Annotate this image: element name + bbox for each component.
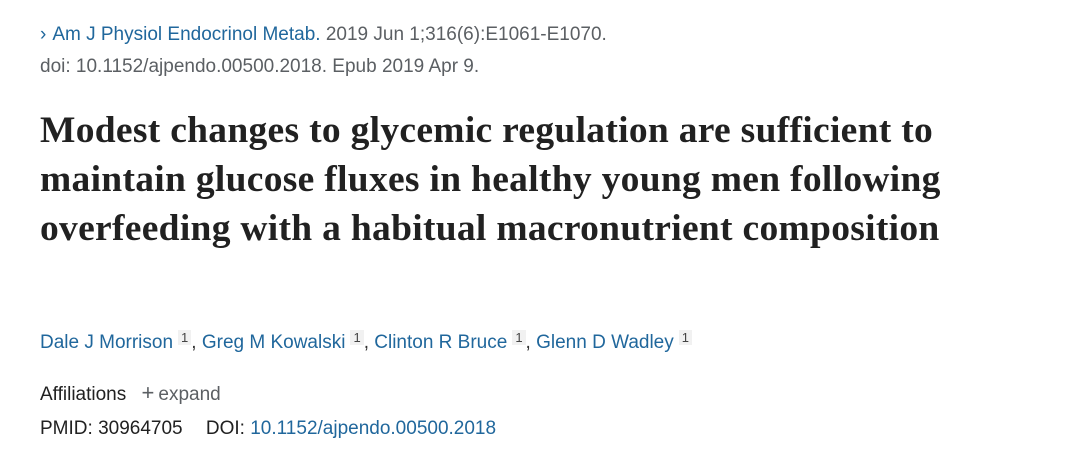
affiliation-ref[interactable]: 1 — [178, 330, 192, 345]
affiliation-ref[interactable]: 1 — [512, 330, 526, 345]
plus-icon: + — [141, 380, 155, 405]
affiliations: Affiliations + expand — [40, 380, 221, 406]
author-link[interactable]: Clinton R Bruce — [374, 332, 508, 353]
article-title: Modest changes to glycemic regulation ar… — [40, 110, 941, 249]
author-link[interactable]: Glenn D Wadley — [536, 332, 674, 353]
pmid-label: PMID: — [40, 418, 93, 439]
author-link[interactable]: Greg M Kowalski — [201, 332, 346, 353]
citation: › Am J Physiol Endocrinol Metab. 2019 Jun… — [40, 19, 607, 83]
chevron-right-icon[interactable]: › — [40, 24, 47, 45]
doi-link[interactable]: 10.1152/ajpendo.00500.2018 — [250, 418, 497, 439]
citation-details: 2019 Jun 1;316(6):E1061-E1070. — [325, 24, 607, 45]
affiliation-ref[interactable]: 1 — [678, 330, 692, 345]
citation-doi: doi: 10.1152/ajpendo.00500.2018. Epub 20… — [40, 56, 480, 77]
expand-label: expand — [158, 384, 221, 405]
author-link[interactable]: Dale J Morrison — [40, 332, 174, 353]
journal-link[interactable]: Am J Physiol Endocrinol Metab. — [52, 24, 321, 45]
affiliation-ref[interactable]: 1 — [350, 330, 364, 345]
expand-affiliations-button[interactable]: + expand — [142, 380, 221, 405]
author-list: Dale J Morrison 1, Greg M Kowalski 1, Clin… — [40, 330, 692, 354]
affiliations-label: Affiliations — [40, 384, 127, 405]
doi-label: DOI: — [205, 418, 245, 439]
pmid-value: 30964705 — [98, 418, 183, 439]
article-ids: PMID: 30964705 DOI: 10.1152/ajpendo.0050… — [40, 418, 496, 440]
